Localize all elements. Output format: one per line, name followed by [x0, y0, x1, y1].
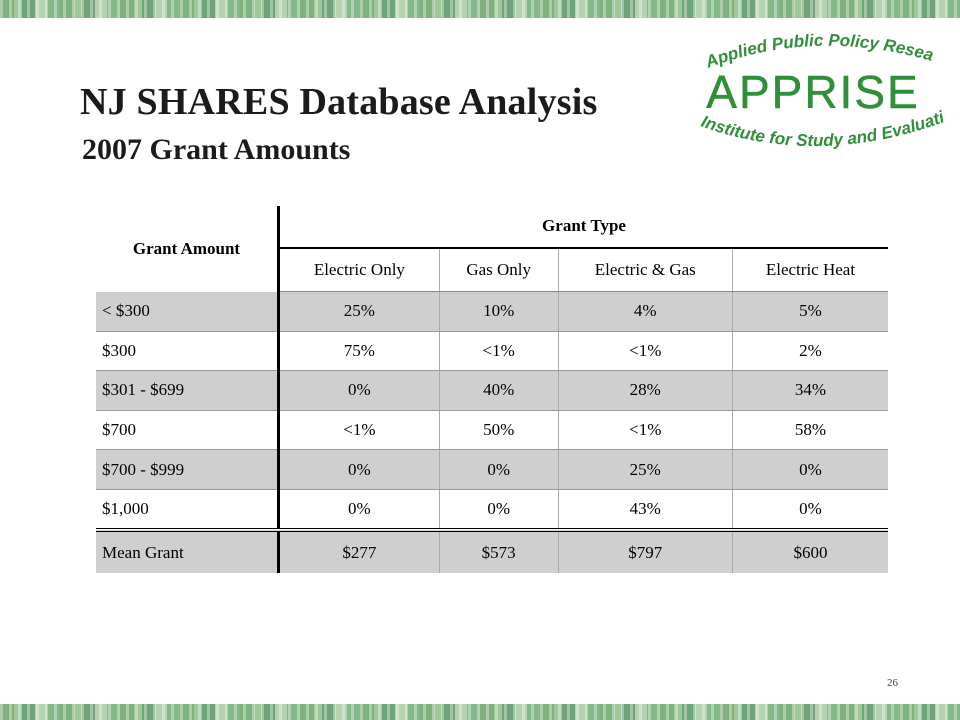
column-header-row: Electric Only Gas Only Electric & Gas El… [96, 247, 888, 293]
table-cell: <1% [278, 410, 440, 451]
table-cell: 50% [439, 410, 559, 451]
decorative-bottom-band [0, 704, 960, 720]
column-header: Electric & Gas [558, 247, 733, 293]
grant-amount-table: Grant Amount Grant Type Electric Only Ga… [96, 206, 888, 573]
table-cell: 10% [439, 291, 559, 332]
table-row: $300 75% <1% <1% 2% [96, 331, 888, 372]
row-label: $700 - $999 [96, 449, 280, 490]
table-cell: 4% [558, 291, 733, 332]
column-header: Electric Only [278, 247, 440, 293]
slide-title: NJ SHARES Database Analysis [80, 81, 598, 123]
table-row: $700 <1% 50% <1% 58% [96, 410, 888, 451]
table-cell: 34% [732, 370, 888, 411]
table-row: $301 - $699 0% 40% 28% 34% [96, 370, 888, 411]
row-label: < $300 [96, 291, 280, 332]
row-label: $301 - $699 [96, 370, 280, 411]
table-cell: 43% [558, 489, 733, 533]
table-cell: 58% [732, 410, 888, 451]
table-cell: 0% [278, 449, 440, 490]
table-cell: 75% [278, 331, 440, 372]
table-cell: 5% [732, 291, 888, 332]
column-header: Gas Only [439, 247, 559, 293]
table-cell: 0% [439, 489, 559, 533]
row-label: $1,000 [96, 489, 280, 533]
summary-row: Mean Grant $277 $573 $797 $600 [96, 530, 888, 573]
table-cell: <1% [558, 331, 733, 372]
table-row: < $300 25% 10% 4% 5% [96, 291, 888, 332]
logo-wordmark: APPRISE [706, 66, 919, 118]
summary-cell: $600 [732, 530, 888, 573]
slide-subtitle: 2007 Grant Amounts [82, 133, 351, 166]
table-cell: 2% [732, 331, 888, 372]
page-number: 26 [887, 677, 898, 689]
table-row: $1,000 0% 0% 43% 0% [96, 489, 888, 533]
table-cell: 40% [439, 370, 559, 411]
table-cell: 28% [558, 370, 733, 411]
row-label: $700 [96, 410, 280, 451]
table-cell: <1% [558, 410, 733, 451]
row-header-grant-amount: Grant Amount [96, 206, 280, 292]
grant-table-container: Grant Amount Grant Type Electric Only Ga… [96, 206, 888, 573]
decorative-top-band [0, 0, 960, 18]
column-header: Electric Heat [732, 247, 888, 293]
table-cell: <1% [439, 331, 559, 372]
summary-cell: $797 [558, 530, 733, 573]
summary-cell: $277 [278, 530, 440, 573]
row-label: $300 [96, 331, 280, 372]
table-cell: 0% [439, 449, 559, 490]
table-cell: 0% [278, 489, 440, 533]
table-row: $700 - $999 0% 0% 25% 0% [96, 449, 888, 490]
table-cell: 25% [558, 449, 733, 490]
summary-cell: $573 [439, 530, 559, 573]
table-cell: 25% [278, 291, 440, 332]
table-cell: 0% [278, 370, 440, 411]
group-header-grant-type: Grant Type [278, 206, 888, 249]
apprise-logo: Applied Public Policy Research APPRISE I… [678, 30, 948, 150]
table-cell: 0% [732, 489, 888, 533]
table-cell: 0% [732, 449, 888, 490]
summary-label: Mean Grant [96, 530, 280, 573]
